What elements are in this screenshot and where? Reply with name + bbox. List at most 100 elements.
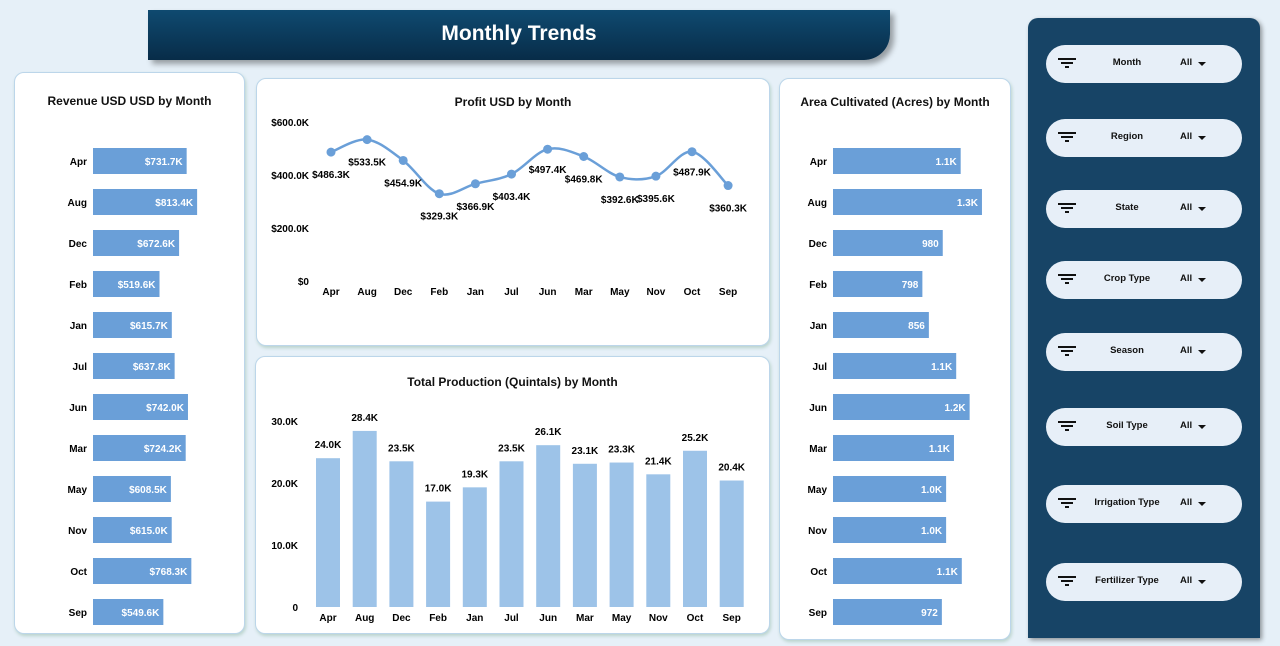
category-label: Jan <box>70 321 87 332</box>
bar <box>93 517 172 543</box>
y-tick-label: $400.0K <box>271 171 310 182</box>
filter-state[interactable]: State All <box>1046 190 1242 228</box>
chevron-down-icon[interactable] <box>1198 350 1206 354</box>
x-tick-label: Jun <box>539 287 557 298</box>
data-point <box>687 147 697 157</box>
x-tick-label: Jan <box>466 613 483 624</box>
bar <box>389 461 414 607</box>
chart-title: Area Cultivated (Acres) by Month <box>800 95 990 109</box>
filter-value[interactable]: All <box>1180 420 1193 431</box>
data-label: $366.9K <box>456 202 495 213</box>
x-tick-label: May <box>612 613 632 624</box>
bar <box>833 148 961 174</box>
data-label: $392.6K <box>601 195 640 206</box>
data-label: 798 <box>902 280 919 291</box>
bar <box>833 189 982 215</box>
bar <box>93 394 188 420</box>
bar <box>833 599 942 625</box>
category-label: Jun <box>69 403 87 414</box>
filter-value[interactable]: All <box>1180 497 1193 508</box>
bar <box>833 558 962 584</box>
filter-irrigation-type[interactable]: Irrigation Type All <box>1046 485 1242 523</box>
profit-chart: Profit USD by Month $0 $200.0K $400.0K $600… <box>256 78 770 346</box>
filter-value[interactable]: All <box>1180 575 1193 586</box>
x-tick-label: Nov <box>646 287 665 298</box>
data-label: 23.5K <box>498 443 525 454</box>
filter-month[interactable]: Month All <box>1046 45 1242 83</box>
x-tick-label: Jul <box>504 287 519 298</box>
filter-icon <box>1058 58 1076 70</box>
data-point <box>507 169 516 179</box>
chevron-down-icon[interactable] <box>1198 62 1206 66</box>
bar <box>93 189 198 215</box>
data-label: $615.7K <box>130 321 169 332</box>
x-tick-label: Dec <box>394 287 413 298</box>
category-label: Nov <box>808 526 827 537</box>
bar <box>499 461 524 607</box>
x-tick-label: Sep <box>719 287 737 298</box>
category-label: Apr <box>810 157 827 168</box>
bar <box>833 271 923 297</box>
x-tick-label: Apr <box>322 287 339 298</box>
filter-region[interactable]: Region All <box>1046 119 1242 157</box>
data-point <box>470 179 480 189</box>
bar <box>93 230 180 256</box>
y-tick-label: $200.0K <box>271 224 310 235</box>
chevron-down-icon[interactable] <box>1198 502 1206 506</box>
data-label: $672.6K <box>137 239 176 250</box>
data-label: $813.4K <box>155 198 194 209</box>
data-label: 21.4K <box>645 456 672 467</box>
data-label: 1.0K <box>921 485 943 496</box>
category-label: Oct <box>70 567 87 578</box>
bar <box>833 476 947 502</box>
category-label: Sep <box>809 608 827 619</box>
filter-season[interactable]: Season All <box>1046 333 1242 371</box>
filter-value[interactable]: All <box>1180 57 1193 68</box>
x-tick-label: Feb <box>430 287 448 298</box>
filter-value[interactable]: All <box>1180 131 1193 142</box>
bar <box>833 394 970 420</box>
bar <box>833 230 943 256</box>
category-label: May <box>68 485 88 496</box>
category-label: Jul <box>813 362 828 373</box>
filter-label: Season <box>1110 345 1144 356</box>
filter-icon <box>1058 132 1076 144</box>
filter-value[interactable]: All <box>1180 273 1193 284</box>
filter-soil-type[interactable]: Soil Type All <box>1046 408 1242 446</box>
category-label: Jun <box>809 403 827 414</box>
data-label: $608.5K <box>129 485 168 496</box>
data-label: $549.6K <box>122 608 161 619</box>
filter-panel: Month All Region All State All Crop Type All Sea… <box>1028 18 1260 638</box>
x-tick-label: Nov <box>649 613 668 624</box>
data-label: 20.4K <box>718 463 745 474</box>
filter-fertilizer-type[interactable]: Fertilizer Type All <box>1046 563 1242 601</box>
chevron-down-icon[interactable] <box>1198 207 1206 211</box>
x-tick-label: Oct <box>687 613 704 624</box>
filter-label: Irrigation Type <box>1094 497 1160 508</box>
filter-value[interactable]: All <box>1180 345 1193 356</box>
filter-crop-type[interactable]: Crop Type All <box>1046 261 1242 299</box>
y-tick-label: $0 <box>298 277 310 288</box>
bar <box>426 501 451 607</box>
filter-icon <box>1058 346 1076 358</box>
x-tick-label: Jun <box>539 613 557 624</box>
bar <box>93 476 171 502</box>
area-chart: Area Cultivated (Acres) by Month Apr 1.1K… <box>779 78 1011 640</box>
bar <box>646 474 671 607</box>
y-tick-label: $600.0K <box>271 118 310 129</box>
filter-icon <box>1058 498 1076 510</box>
filter-label: Soil Type <box>1106 420 1148 431</box>
filter-value[interactable]: All <box>1180 202 1193 213</box>
x-tick-label: Aug <box>357 287 376 298</box>
chevron-down-icon[interactable] <box>1198 425 1206 429</box>
category-label: Nov <box>68 526 87 537</box>
category-label: Mar <box>809 444 827 455</box>
chevron-down-icon[interactable] <box>1198 136 1206 140</box>
chart-title: Total Production (Quintals) by Month <box>407 375 618 389</box>
chevron-down-icon[interactable] <box>1198 278 1206 282</box>
filter-icon <box>1058 421 1076 433</box>
data-label: 856 <box>908 321 925 332</box>
bar <box>93 599 164 625</box>
bar <box>833 353 957 379</box>
chevron-down-icon[interactable] <box>1198 580 1206 584</box>
